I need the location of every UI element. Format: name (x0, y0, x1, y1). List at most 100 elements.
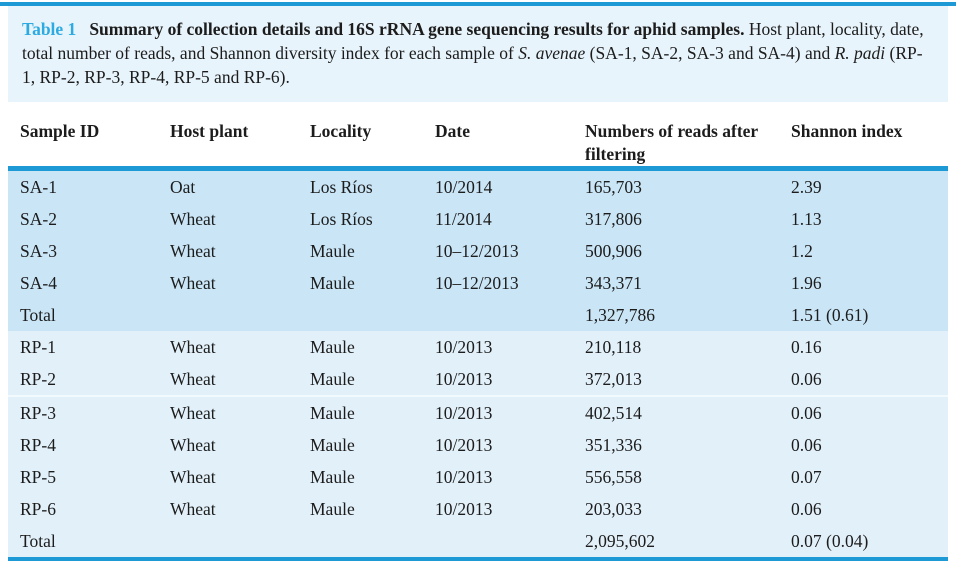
table-cell: SA-2 (8, 203, 158, 235)
table-cell: RP-1 (8, 331, 158, 363)
table-cell (158, 525, 298, 557)
table-cell: 10/2014 (423, 168, 573, 203)
column-header: Numbers of reads after filtering (573, 114, 779, 171)
table-row: RP-1 Wheat Maule 10/2013 210,118 0.16 (8, 331, 948, 363)
column-header: Host plant (158, 114, 298, 171)
table-header-row: Sample ID Host plant Locality Date Numbers o… (8, 114, 948, 171)
table-cell: Total (8, 525, 158, 557)
table-cell: 402,514 (573, 396, 779, 429)
table-cell: Los Ríos (298, 203, 423, 235)
table-cell: 0.06 (779, 493, 948, 525)
table-cell: Wheat (158, 235, 298, 267)
table-number-label: Table 1 (22, 19, 77, 39)
table-cell: 1.2 (779, 235, 948, 267)
table-row: RP-5 Wheat Maule 10/2013 556,558 0.07 (8, 461, 948, 493)
table-cell: RP-6 (8, 493, 158, 525)
table-cell: SA-4 (8, 267, 158, 299)
table-cell: Wheat (158, 267, 298, 299)
table-cell: 11/2014 (423, 203, 573, 235)
caption-text-run: (RP-1, RP-2, RP-3, RP-4, RP-5 and RP-6). (22, 43, 923, 87)
table-cell: RP-5 (8, 461, 158, 493)
table-row: Total 2,095,602 0.07 (0.04) (8, 525, 948, 557)
column-header: Shannon index (779, 114, 948, 171)
table-cell: Wheat (158, 493, 298, 525)
table-cell: 10/2013 (423, 493, 573, 525)
header-row: Sample ID Host plant Locality Date Numbers o… (8, 114, 948, 171)
table-row: SA-1 Oat Los Ríos 10/2014 165,703 2.39 (8, 168, 948, 203)
column-header: Sample ID (8, 114, 158, 171)
table-cell: Wheat (158, 203, 298, 235)
table-cell: 10/2013 (423, 396, 573, 429)
data-table: Sample ID Host plant Locality Date Numbers o… (8, 114, 948, 557)
table-cell: 0.06 (779, 429, 948, 461)
table-cell (423, 299, 573, 331)
table-cell: 210,118 (573, 331, 779, 363)
species-name-italic: R. padi (834, 43, 886, 63)
table-cell: Wheat (158, 331, 298, 363)
caption-text-run: (SA-1, SA-2, SA-3 and SA-4) and (585, 43, 835, 63)
table-bottom-rule (8, 557, 948, 561)
table-cell: 500,906 (573, 235, 779, 267)
caption-table-gap (0, 102, 956, 114)
table-cell: Wheat (158, 461, 298, 493)
table-cell: 0.07 (0.04) (779, 525, 948, 557)
table-cell (423, 525, 573, 557)
table-row: Total 1,327,786 1.51 (0.61) (8, 299, 948, 331)
table-cell: Maule (298, 331, 423, 363)
table-cell: 372,013 (573, 363, 779, 397)
table-cell: Wheat (158, 396, 298, 429)
table-cell (298, 299, 423, 331)
table-cell: 10/2013 (423, 429, 573, 461)
table-cell: Maule (298, 396, 423, 429)
table-cell: RP-2 (8, 363, 158, 397)
table-cell: 10/2013 (423, 331, 573, 363)
table-cell: 10/2013 (423, 363, 573, 397)
table-cell: 10/2013 (423, 461, 573, 493)
column-header: Date (423, 114, 573, 171)
table-cell: 2,095,602 (573, 525, 779, 557)
table-cell: 2.39 (779, 168, 948, 203)
table-cell: 0.06 (779, 396, 948, 429)
table-cell: SA-3 (8, 235, 158, 267)
table-row: RP-2 Wheat Maule 10/2013 372,013 0.06 (8, 363, 948, 397)
table-cell: 351,336 (573, 429, 779, 461)
table-cell: Total (8, 299, 158, 331)
table-cell (158, 299, 298, 331)
table-cell: Maule (298, 235, 423, 267)
table-cell: Maule (298, 493, 423, 525)
table-cell: 0.06 (779, 363, 948, 397)
table-cell: 1.51 (0.61) (779, 299, 948, 331)
table-cell: 0.07 (779, 461, 948, 493)
table-cell: RP-3 (8, 396, 158, 429)
table-cell: 0.16 (779, 331, 948, 363)
table-row: RP-4 Wheat Maule 10/2013 351,336 0.06 (8, 429, 948, 461)
table-cell: Oat (158, 168, 298, 203)
table-row: SA-2 Wheat Los Ríos 11/2014 317,806 1.13 (8, 203, 948, 235)
table-cell: 317,806 (573, 203, 779, 235)
table-cell: Maule (298, 363, 423, 397)
table-caption: Table 1 Summary of collection details and… (8, 6, 948, 102)
table-caption-body: Host plant, locality, date, total number… (22, 19, 924, 87)
table-cell: 343,371 (573, 267, 779, 299)
table-cell: 556,558 (573, 461, 779, 493)
table-cell: Maule (298, 429, 423, 461)
table-cell: 203,033 (573, 493, 779, 525)
table-row: RP-3 Wheat Maule 10/2013 402,514 0.06 (8, 396, 948, 429)
table-cell: Maule (298, 267, 423, 299)
table-cell: Wheat (158, 429, 298, 461)
table-body: SA-1 Oat Los Ríos 10/2014 165,703 2.39 SA-2 Whe… (8, 168, 948, 557)
table-row: SA-4 Wheat Maule 10–12/2013 343,371 1.96 (8, 267, 948, 299)
table-cell: 10–12/2013 (423, 267, 573, 299)
table-cell: 165,703 (573, 168, 779, 203)
table-cell: 10–12/2013 (423, 235, 573, 267)
table-top-rule (0, 2, 956, 6)
table-cell: Maule (298, 461, 423, 493)
table-row: SA-3 Wheat Maule 10–12/2013 500,906 1.2 (8, 235, 948, 267)
table-cell: Wheat (158, 363, 298, 397)
table-cell: 1.13 (779, 203, 948, 235)
table-cell: Los Ríos (298, 168, 423, 203)
table-row: RP-6 Wheat Maule 10/2013 203,033 0.06 (8, 493, 948, 525)
table-cell (298, 525, 423, 557)
caption-text-run: Host plant, locality, date, total number… (22, 19, 924, 63)
